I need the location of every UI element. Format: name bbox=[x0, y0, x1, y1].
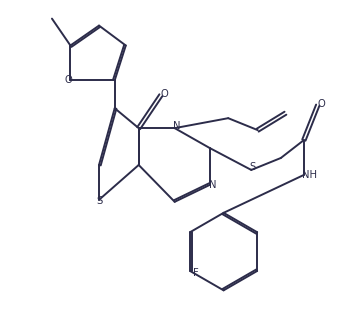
Text: O: O bbox=[65, 75, 73, 85]
Text: N: N bbox=[172, 120, 180, 131]
Text: N: N bbox=[209, 180, 217, 190]
Text: O: O bbox=[161, 89, 169, 99]
Text: S: S bbox=[96, 197, 102, 206]
Text: S: S bbox=[250, 162, 256, 172]
Text: F: F bbox=[193, 268, 199, 278]
Text: NH: NH bbox=[302, 170, 317, 180]
Text: O: O bbox=[317, 99, 325, 109]
